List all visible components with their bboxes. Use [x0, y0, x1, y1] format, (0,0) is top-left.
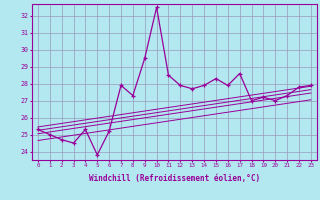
- X-axis label: Windchill (Refroidissement éolien,°C): Windchill (Refroidissement éolien,°C): [89, 174, 260, 183]
